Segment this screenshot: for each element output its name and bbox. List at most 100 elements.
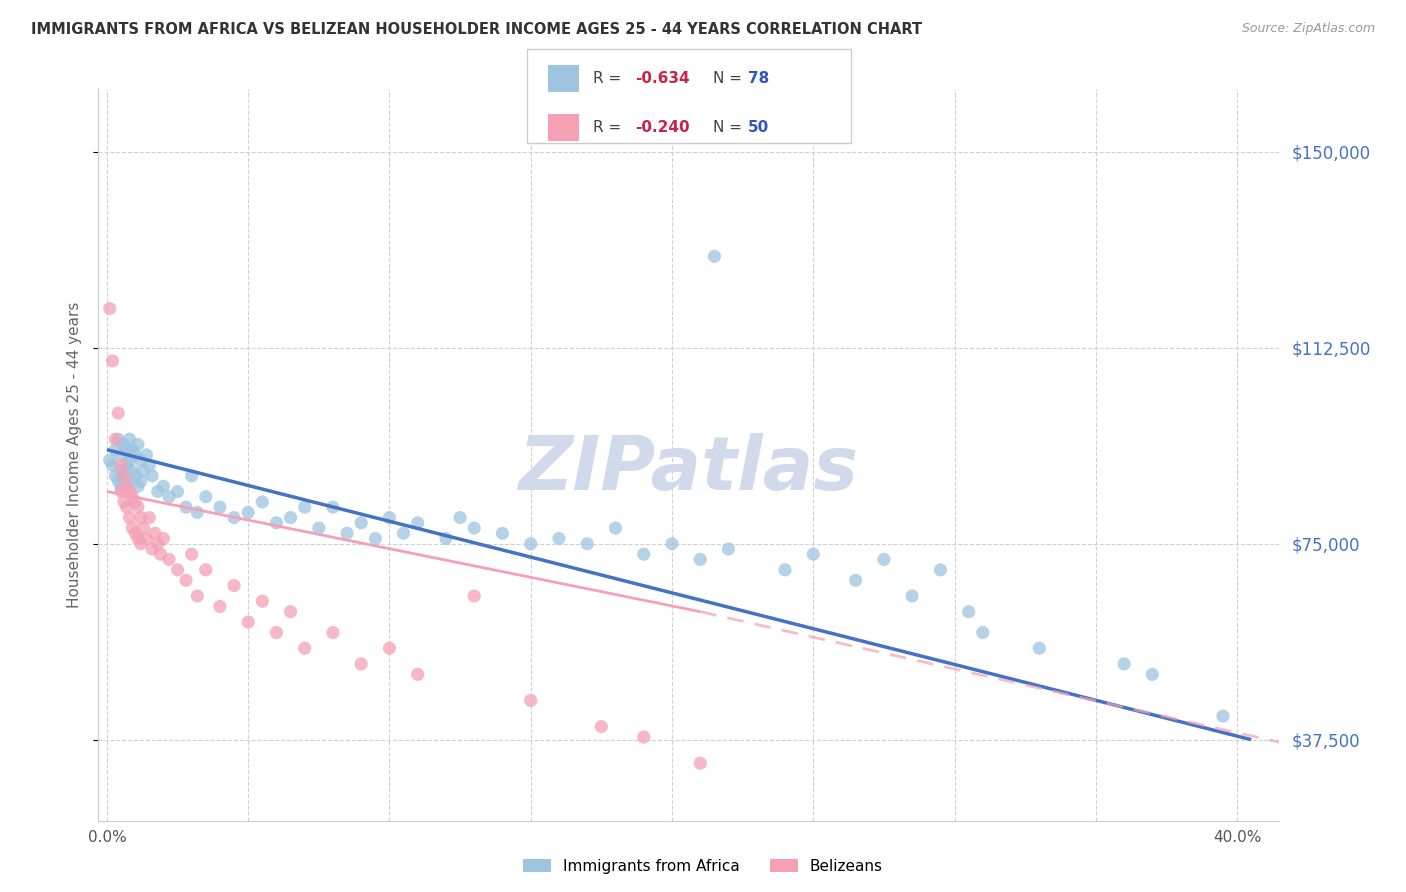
Point: [124, 448, 146, 462]
Point: [157, 552, 180, 566]
Point: [118, 484, 141, 499]
Point: [174, 574, 197, 588]
Point: [107, 474, 129, 488]
Point: [112, 468, 135, 483]
Point: [127, 479, 149, 493]
Point: [294, 500, 316, 515]
Point: [149, 547, 172, 561]
Point: [1028, 641, 1050, 656]
Point: [605, 521, 627, 535]
Point: [280, 605, 302, 619]
Point: [110, 464, 132, 478]
Point: [252, 495, 274, 509]
Point: [118, 474, 141, 488]
Point: [129, 510, 152, 524]
Point: [350, 657, 373, 671]
Point: [110, 448, 132, 462]
Point: [972, 625, 994, 640]
Point: [138, 458, 160, 473]
Point: [689, 552, 711, 566]
Point: [591, 720, 613, 734]
Point: [350, 516, 373, 530]
Point: [364, 532, 387, 546]
Point: [266, 625, 288, 640]
Text: R =: R =: [593, 120, 627, 135]
Point: [280, 510, 302, 524]
Point: [115, 442, 138, 457]
Point: [208, 500, 231, 515]
Point: [222, 578, 245, 592]
Point: [406, 667, 429, 681]
Point: [112, 468, 135, 483]
Point: [180, 468, 202, 483]
Point: [127, 532, 149, 546]
Point: [166, 484, 188, 499]
Point: [104, 432, 127, 446]
Point: [98, 301, 121, 316]
Point: [110, 479, 132, 493]
Point: [101, 458, 124, 473]
Point: [208, 599, 231, 614]
Point: [519, 693, 541, 707]
Point: [115, 479, 138, 493]
Text: Source: ZipAtlas.com: Source: ZipAtlas.com: [1241, 22, 1375, 36]
Point: [124, 495, 146, 509]
Point: [186, 505, 208, 519]
Point: [121, 521, 143, 535]
Point: [406, 516, 429, 530]
Point: [378, 641, 401, 656]
Point: [146, 484, 169, 499]
Point: [141, 541, 163, 556]
Point: [110, 484, 132, 499]
Point: [689, 756, 711, 771]
Point: [845, 574, 868, 588]
Point: [901, 589, 924, 603]
Point: [1112, 657, 1135, 671]
Point: [104, 468, 127, 483]
Point: [491, 526, 513, 541]
Point: [186, 589, 208, 603]
Point: [135, 532, 157, 546]
Text: ZIPatlas: ZIPatlas: [519, 433, 859, 506]
Point: [392, 526, 415, 541]
Point: [124, 526, 146, 541]
Point: [152, 479, 174, 493]
Point: [138, 510, 160, 524]
Text: N =: N =: [713, 120, 747, 135]
Point: [929, 563, 952, 577]
Point: [141, 468, 163, 483]
Point: [101, 354, 124, 368]
Point: [174, 500, 197, 515]
Point: [180, 547, 202, 561]
Point: [449, 510, 471, 524]
Point: [519, 537, 541, 551]
Point: [127, 437, 149, 451]
Point: [124, 468, 146, 483]
Point: [121, 464, 143, 478]
Point: [633, 730, 655, 744]
Point: [957, 605, 980, 619]
Y-axis label: Householder Income Ages 25 - 44 years: Householder Income Ages 25 - 44 years: [67, 301, 83, 608]
Point: [112, 437, 135, 451]
Point: [661, 537, 683, 551]
Point: [463, 589, 485, 603]
Text: -0.240: -0.240: [636, 120, 690, 135]
Point: [132, 521, 155, 535]
Point: [252, 594, 274, 608]
Point: [873, 552, 896, 566]
Text: 78: 78: [748, 71, 769, 86]
Text: 50: 50: [748, 120, 769, 135]
Point: [294, 641, 316, 656]
Point: [146, 537, 169, 551]
Point: [308, 521, 330, 535]
Point: [801, 547, 824, 561]
Legend: Immigrants from Africa, Belizeans: Immigrants from Africa, Belizeans: [517, 853, 889, 880]
Point: [166, 563, 188, 577]
Point: [336, 526, 359, 541]
Point: [1142, 667, 1164, 681]
Point: [152, 532, 174, 546]
Point: [118, 453, 141, 467]
Point: [322, 500, 344, 515]
Point: [107, 406, 129, 420]
Point: [143, 526, 166, 541]
